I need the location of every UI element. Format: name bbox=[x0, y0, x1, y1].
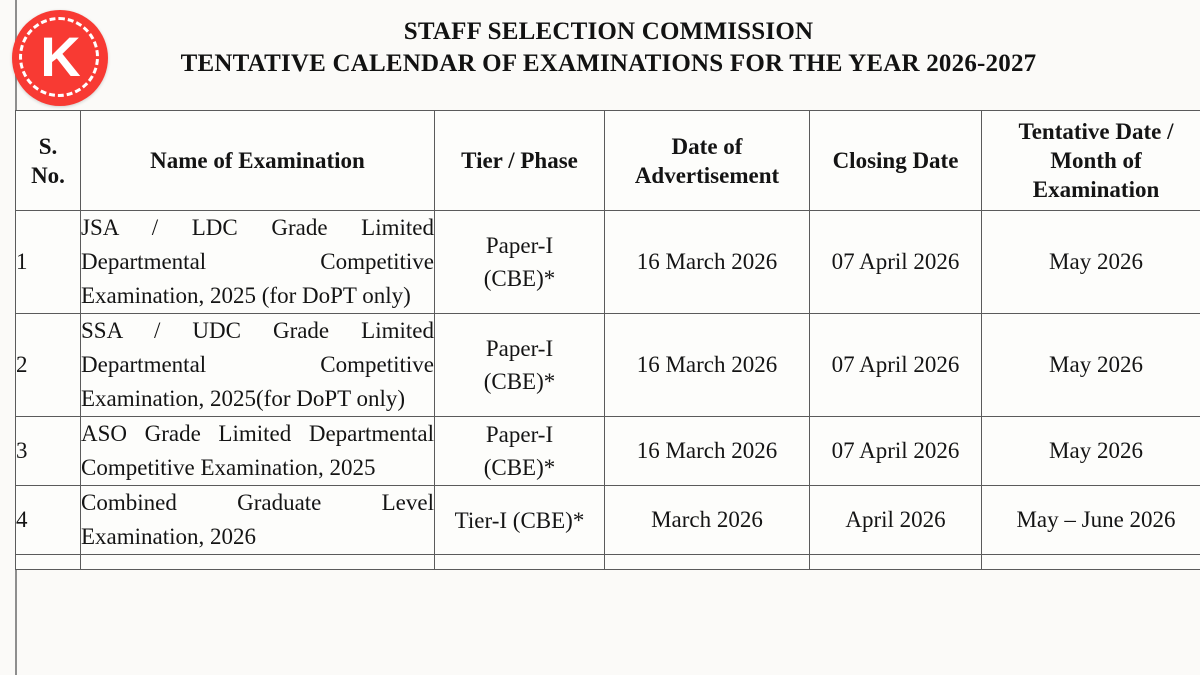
column-header-tentative-line2: Month of bbox=[1050, 148, 1142, 173]
column-header-name: Name of Examination bbox=[80, 110, 435, 211]
document-heading: STAFF SELECTION COMMISSION TENTATIVE CAL… bbox=[17, 16, 1200, 80]
table-header-row: S. No. Name of Examination Tier / Phase … bbox=[15, 110, 1200, 211]
row-advertisement-date: March 2026 bbox=[604, 485, 810, 555]
column-header-advertisement-line2: Advertisement bbox=[634, 162, 780, 188]
table-row: 2 SSA / UDC Grade Limited Departmental C… bbox=[15, 313, 1200, 417]
row-exam-name: SSA / UDC Grade Limited Departmental Com… bbox=[80, 313, 435, 417]
heading-line-2: TENTATIVE CALENDAR OF EXAMINATIONS FOR T… bbox=[180, 50, 1037, 77]
row-advertisement-date: 16 March 2026 bbox=[604, 313, 810, 417]
row-tentative-date: May 2026 bbox=[981, 416, 1200, 486]
row-tier-line1: Paper-I bbox=[485, 233, 554, 258]
row-tentative-date bbox=[981, 554, 1200, 570]
column-header-tentative-line1: Tentative Date / bbox=[1018, 119, 1174, 144]
column-header-sno-line1: S. bbox=[38, 133, 58, 159]
row-tier-line1: Tier-I (CBE)* bbox=[454, 507, 585, 533]
logo-dashed-ring bbox=[19, 17, 99, 97]
row-serial-number: 2 bbox=[15, 313, 81, 417]
row-serial-number: 1 bbox=[15, 210, 81, 314]
row-tier-phase: Paper-I (CBE)* bbox=[434, 313, 605, 417]
heading-line-1: STAFF SELECTION COMMISSION bbox=[403, 18, 814, 45]
column-header-advertisement: Date of Advertisement bbox=[604, 110, 810, 211]
row-advertisement-date bbox=[604, 554, 810, 570]
row-tier-line2: (CBE)* bbox=[483, 266, 556, 291]
row-tentative-date: May 2026 bbox=[981, 313, 1200, 417]
row-tier-phase: Tier-I (CBE)* bbox=[434, 485, 605, 555]
exam-calendar-table: S. No. Name of Examination Tier / Phase … bbox=[15, 110, 1200, 570]
row-tentative-date: May 2026 bbox=[981, 210, 1200, 314]
row-tier-line1: Paper-I bbox=[485, 422, 554, 447]
table-row: 1 JSA / LDC Grade Limited Departmental C… bbox=[15, 210, 1200, 314]
row-exam-name: Combined Graduate Level Examination, 202… bbox=[80, 485, 435, 555]
logo-letter: K bbox=[40, 24, 80, 88]
column-header-tentative-line3: Examination bbox=[1032, 177, 1160, 202]
row-exam-name: ASO Grade Limited Departmental Competiti… bbox=[80, 416, 435, 486]
row-exam-name: JSA / LDC Grade Limited Departmental Com… bbox=[80, 210, 435, 314]
row-tier-phase: Paper-I (CBE)* bbox=[434, 416, 605, 486]
row-advertisement-date: 16 March 2026 bbox=[604, 416, 810, 486]
row-closing-date: April 2026 bbox=[809, 485, 982, 555]
row-serial-number: 3 bbox=[15, 416, 81, 486]
table-row: 4 Combined Graduate Level Examination, 2… bbox=[15, 485, 1200, 555]
row-tier-phase: Paper-I (CBE)* bbox=[434, 210, 605, 314]
column-header-advertisement-line1: Date of bbox=[671, 133, 743, 159]
table-row-cut-off bbox=[15, 554, 1200, 570]
row-closing-date: 07 April 2026 bbox=[809, 313, 982, 417]
watermark-logo: K bbox=[12, 10, 108, 106]
row-serial-number bbox=[15, 554, 81, 570]
row-advertisement-date: 16 March 2026 bbox=[604, 210, 810, 314]
row-tier-phase bbox=[434, 554, 605, 570]
column-header-sno: S. No. bbox=[15, 110, 81, 211]
table-row: 3 ASO Grade Limited Departmental Competi… bbox=[15, 416, 1200, 486]
row-closing-date: 07 April 2026 bbox=[809, 210, 982, 314]
column-header-sno-line2: No. bbox=[31, 162, 65, 188]
column-header-tier: Tier / Phase bbox=[434, 110, 605, 211]
row-closing-date: 07 April 2026 bbox=[809, 416, 982, 486]
row-tier-line2: (CBE)* bbox=[483, 369, 556, 394]
row-tentative-date: May – June 2026 bbox=[981, 485, 1200, 555]
row-tier-line2: (CBE)* bbox=[483, 455, 556, 480]
column-header-tentative-date: Tentative Date / Month of Examination bbox=[981, 110, 1200, 211]
row-tier-line1: Paper-I bbox=[485, 336, 554, 361]
row-exam-name bbox=[80, 554, 435, 570]
column-header-closing-date: Closing Date bbox=[809, 110, 982, 211]
row-serial-number: 4 bbox=[15, 485, 81, 555]
row-closing-date bbox=[809, 554, 982, 570]
